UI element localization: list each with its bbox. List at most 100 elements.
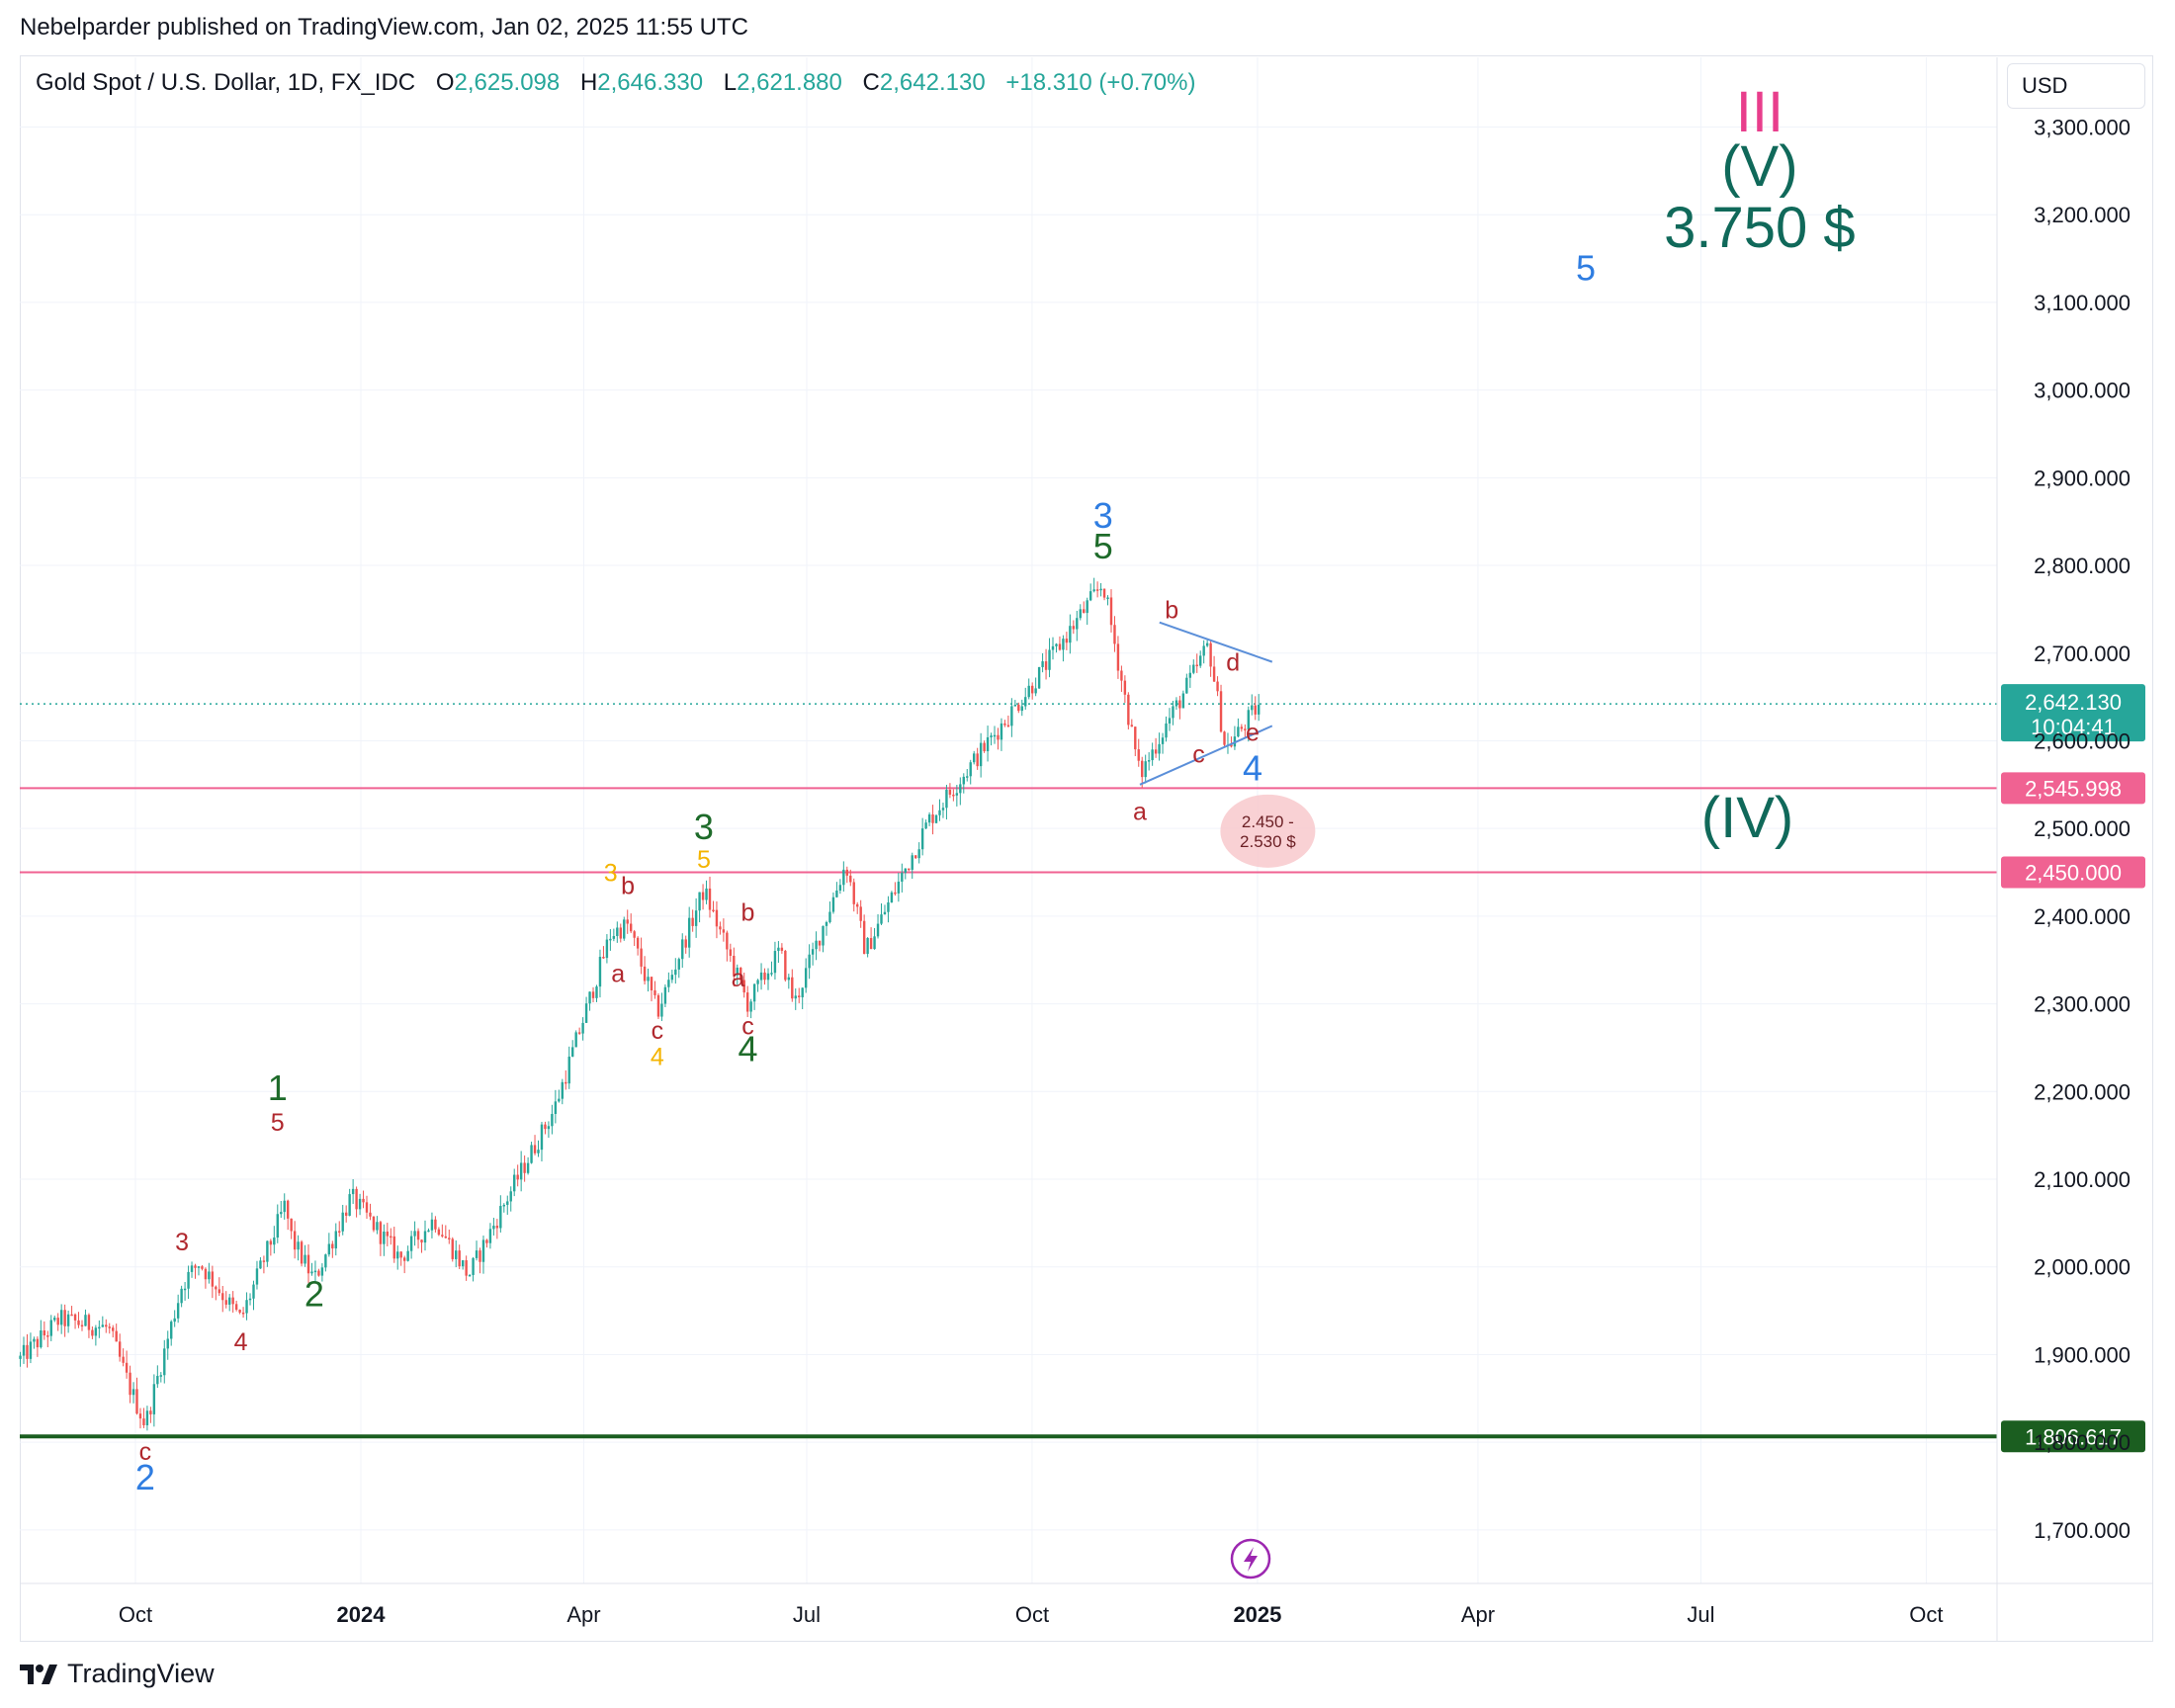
- candle-body: [499, 1206, 502, 1229]
- wave-label: a: [732, 965, 745, 992]
- candle-body: [862, 920, 866, 955]
- candle-body: [1223, 731, 1226, 745]
- candle-body: [211, 1271, 215, 1287]
- candle-body: [729, 949, 733, 956]
- candle-body: [444, 1236, 448, 1238]
- candle-body: [959, 784, 962, 794]
- candle-body: [822, 925, 825, 946]
- candle-body: [420, 1239, 423, 1243]
- candle-body: [66, 1314, 70, 1326]
- low-value: 2,621.880: [737, 69, 842, 96]
- candle-body: [1258, 704, 1261, 715]
- candle-body: [740, 967, 742, 981]
- candle-body: [1017, 705, 1020, 712]
- candle-body: [591, 991, 595, 998]
- wave-label: 3.750 $: [1664, 196, 1856, 260]
- candle-body: [745, 992, 749, 1012]
- y-tick-label: 3,300.000: [2034, 116, 2131, 140]
- wave-label: (V): [1721, 134, 1797, 199]
- candle-body: [390, 1236, 392, 1238]
- candle-body: [530, 1145, 533, 1163]
- candle-body: [1240, 726, 1244, 729]
- tradingview-brand[interactable]: TradingView: [20, 1659, 215, 1689]
- candle-body: [742, 980, 745, 993]
- candle-body: [602, 957, 605, 959]
- candle-body: [619, 927, 622, 939]
- candle-body: [138, 1413, 142, 1419]
- candle-body: [331, 1243, 334, 1249]
- candle-body: [19, 1355, 22, 1359]
- candle-body: [351, 1188, 355, 1195]
- candle-body: [883, 911, 887, 915]
- candle-body: [416, 1231, 420, 1240]
- close-value: 2,642.130: [879, 69, 986, 96]
- candle-body: [1137, 749, 1140, 761]
- candle-body: [577, 1032, 581, 1034]
- candle-body: [1130, 725, 1134, 727]
- candle-body: [561, 1081, 564, 1099]
- candle-body: [698, 892, 701, 911]
- horizontal-levels: 2,545.998 2,450.000 1,806.617 2,642.13010:0…: [20, 684, 2145, 1453]
- candle-body: [506, 1201, 509, 1205]
- candle-body: [341, 1212, 344, 1232]
- candle-body: [866, 938, 869, 955]
- low-label: L: [723, 69, 738, 96]
- candle-body: [1095, 589, 1099, 591]
- candle-body: [917, 849, 920, 859]
- wave-label: 4: [738, 1028, 757, 1068]
- candle-body: [770, 973, 773, 975]
- candle-body: [427, 1230, 430, 1233]
- candle-body: [94, 1327, 98, 1336]
- candle-body: [43, 1330, 46, 1336]
- candle-body: [670, 975, 674, 981]
- candle-body: [647, 977, 650, 982]
- candle-body: [616, 927, 619, 937]
- candle-body: [663, 986, 667, 1004]
- candle-body: [194, 1265, 197, 1268]
- candle-body: [904, 868, 907, 873]
- candle-body: [609, 938, 612, 941]
- level-badge-label: 1,806.617: [2025, 1424, 2122, 1449]
- level-badge-label: 2,450.000: [2025, 861, 2122, 886]
- candle-body: [815, 940, 818, 950]
- candle-body: [344, 1212, 348, 1216]
- x-tick-label: 2024: [336, 1602, 386, 1627]
- candle-body: [276, 1214, 279, 1238]
- candle-body: [437, 1229, 441, 1236]
- candle-body: [859, 906, 862, 921]
- candle-body: [434, 1219, 437, 1230]
- candle-body: [369, 1212, 372, 1217]
- candle-body: [201, 1266, 204, 1269]
- candle-body: [1192, 664, 1195, 673]
- candle-body: [215, 1286, 218, 1290]
- candle-body: [1072, 626, 1076, 630]
- candle-body: [598, 957, 602, 987]
- x-tick-label: Oct: [1015, 1602, 1049, 1627]
- candle-body: [115, 1330, 118, 1342]
- candle-body: [365, 1202, 369, 1213]
- candle-body: [441, 1235, 444, 1237]
- symbol-legend[interactable]: Gold Spot / U.S. Dollar, 1D, FX_IDC O2,6…: [36, 69, 1195, 97]
- candle-body: [784, 950, 787, 981]
- candle-body: [1178, 700, 1181, 709]
- candle-body: [1165, 723, 1168, 738]
- currency-button[interactable]: USD: [2007, 63, 2145, 109]
- candle-body: [399, 1251, 402, 1258]
- candle-body: [1144, 761, 1147, 778]
- candle-body: [766, 973, 770, 981]
- candle-body: [1154, 749, 1158, 754]
- candle-body: [756, 980, 759, 984]
- candle-body: [551, 1113, 554, 1127]
- candle-body: [125, 1362, 129, 1373]
- candle-body: [492, 1226, 495, 1230]
- candle-body: [1244, 728, 1247, 730]
- candle-body: [231, 1297, 234, 1305]
- candle-body: [1062, 639, 1065, 650]
- candle-body: [458, 1250, 461, 1267]
- candle-body: [633, 931, 636, 938]
- x-tick-label: Oct: [119, 1602, 152, 1627]
- wave-label: 5: [697, 846, 711, 874]
- wave-label: e: [1246, 719, 1260, 746]
- candle-body: [1048, 649, 1051, 670]
